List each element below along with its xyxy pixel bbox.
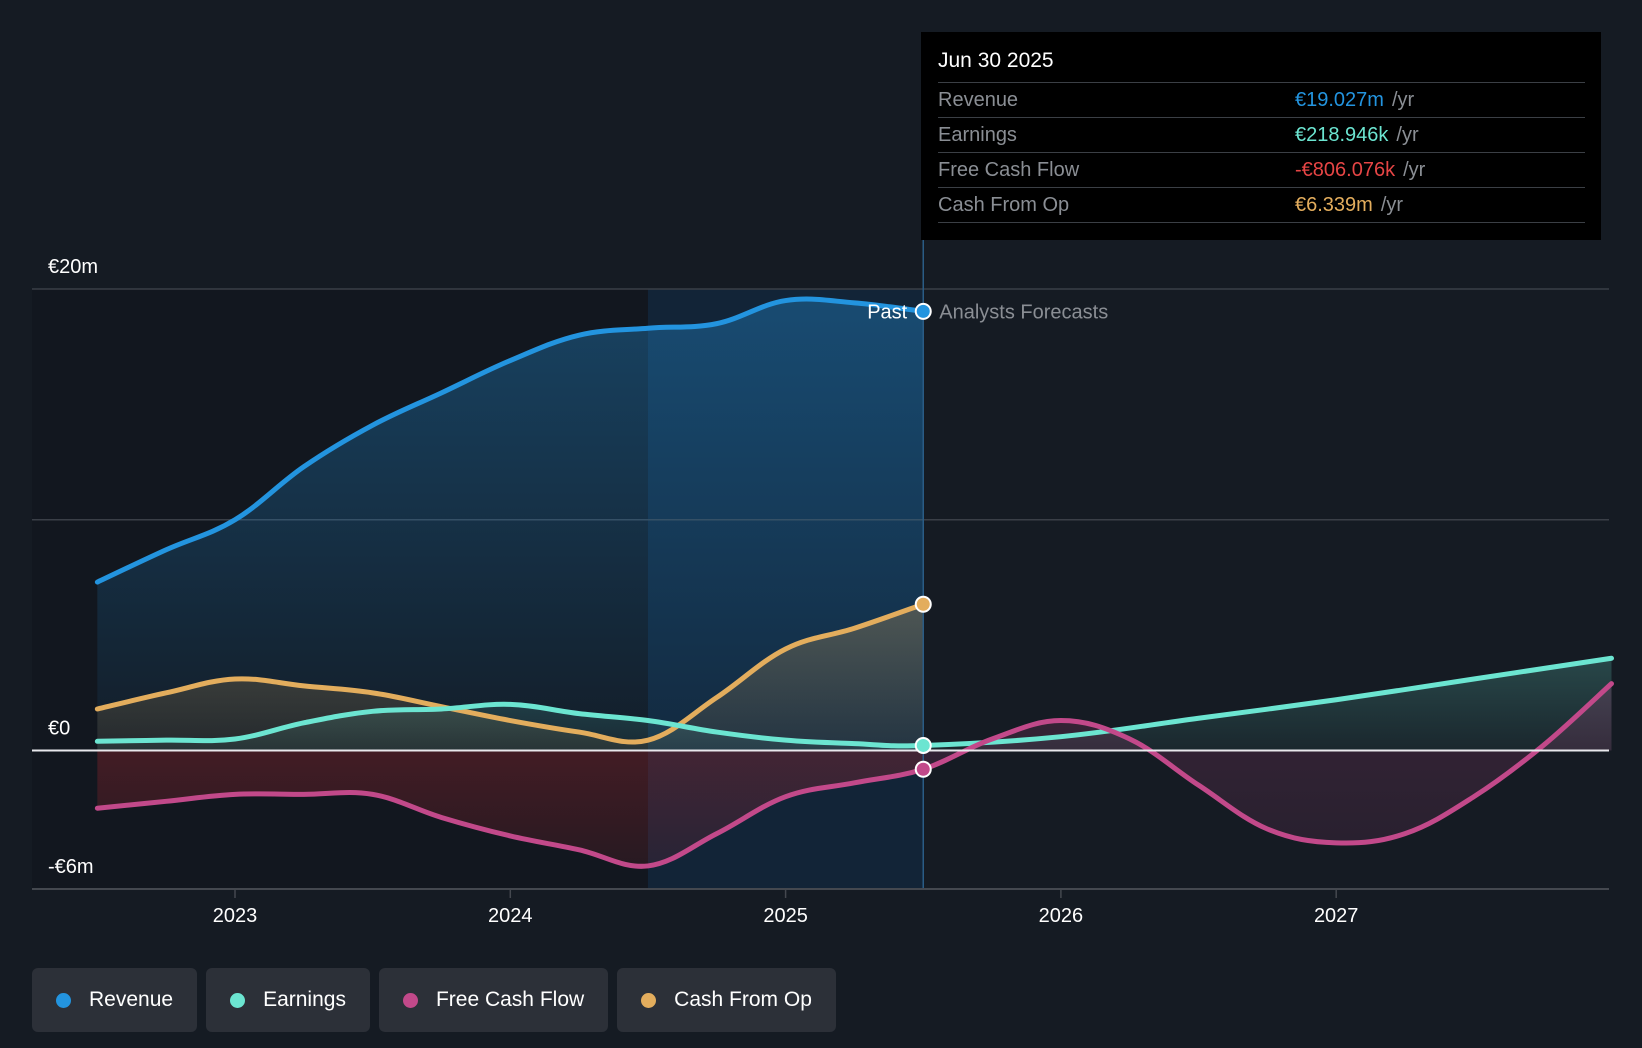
tooltip-row-revenue: Revenue €19.027m /yr bbox=[938, 83, 1585, 118]
marker-revenue[interactable] bbox=[914, 302, 932, 320]
tooltip-label: Revenue bbox=[938, 89, 1019, 111]
line-revenue bbox=[94, 296, 926, 585]
forecast-label: Analysts Forecasts bbox=[939, 301, 1108, 323]
tooltip-value: €19.027m bbox=[1295, 89, 1384, 111]
y-tick-label: -€6m bbox=[48, 856, 94, 878]
x-tick-label: 2025 bbox=[763, 905, 808, 927]
y-tick-label: €0 bbox=[48, 718, 70, 740]
line-earnings bbox=[94, 655, 1614, 749]
legend: Revenue Earnings Free Cash Flow Cash Fro… bbox=[32, 968, 836, 1032]
area-earnings bbox=[97, 658, 1612, 751]
legend-dot-icon bbox=[402, 992, 418, 1008]
axes: €20m €0 -€6m 2023 2024 2025 2026 2027 bbox=[32, 256, 1609, 927]
tooltip-row-free-cash-flow: Free Cash Flow -€806.076k /yr bbox=[938, 153, 1585, 188]
legend-label: Cash From Op bbox=[674, 988, 812, 1011]
y-tick-label: €20m bbox=[48, 256, 98, 278]
tooltip-label: Free Cash Flow bbox=[938, 159, 1080, 181]
x-tick-label: 2023 bbox=[213, 905, 258, 927]
tooltip-row-earnings: Earnings €218.946k /yr bbox=[938, 118, 1585, 153]
tooltip-value: €6.339m bbox=[1295, 194, 1373, 216]
series-markers bbox=[914, 302, 932, 778]
area-cash_from_op bbox=[97, 604, 924, 751]
tooltip-unit: /yr bbox=[1403, 159, 1426, 181]
tooltip-date: Jun 30 2025 bbox=[938, 46, 1585, 83]
line-free_cash_flow bbox=[94, 681, 1614, 869]
tooltip-value: €218.946k bbox=[1295, 124, 1389, 146]
legend-dot-icon bbox=[56, 992, 71, 1008]
legend-label: Earnings bbox=[263, 988, 346, 1011]
tooltip-row-cash-from-op: Cash From Op €6.339m /yr bbox=[938, 188, 1585, 223]
area-free_cash_flow-past bbox=[97, 750, 924, 867]
tooltip-label: Cash From Op bbox=[938, 194, 1070, 216]
area-free_cash_flow-forecast bbox=[923, 683, 1612, 844]
x-tick-label: 2027 bbox=[1314, 905, 1359, 927]
legend-label: Free Cash Flow bbox=[435, 988, 585, 1011]
tooltip-unit: /yr bbox=[1391, 89, 1415, 111]
tooltip-value: -€806.076k bbox=[1295, 159, 1396, 181]
tooltip: Jun 30 2025 Revenue €19.027m /yr Earning… bbox=[921, 32, 1601, 240]
legend-label: Revenue bbox=[89, 988, 174, 1011]
series-lines bbox=[94, 296, 1614, 869]
marker-earnings[interactable] bbox=[914, 736, 932, 754]
line-cash_from_op bbox=[94, 601, 926, 745]
past-label: Past bbox=[867, 301, 907, 323]
legend-item-revenue[interactable]: Revenue bbox=[32, 968, 198, 1032]
marker-cash_from_op[interactable] bbox=[914, 595, 932, 613]
area-revenue bbox=[97, 299, 924, 751]
x-tick-label: 2026 bbox=[1039, 905, 1084, 927]
legend-item-cash-from-op[interactable]: Cash From Op bbox=[617, 968, 836, 1032]
legend-item-free-cash-flow[interactable]: Free Cash Flow bbox=[378, 968, 609, 1032]
legend-item-earnings[interactable]: Earnings bbox=[206, 968, 370, 1032]
marker-free_cash_flow[interactable] bbox=[914, 760, 932, 778]
tooltip-unit: /yr bbox=[1380, 194, 1404, 216]
legend-dot-icon bbox=[230, 992, 246, 1008]
tooltip-unit: /yr bbox=[1396, 124, 1419, 146]
legend-dot-icon bbox=[641, 992, 657, 1008]
tooltip-label: Earnings bbox=[938, 124, 1017, 146]
x-tick-label: 2024 bbox=[488, 905, 533, 927]
series-areas bbox=[97, 299, 1612, 867]
